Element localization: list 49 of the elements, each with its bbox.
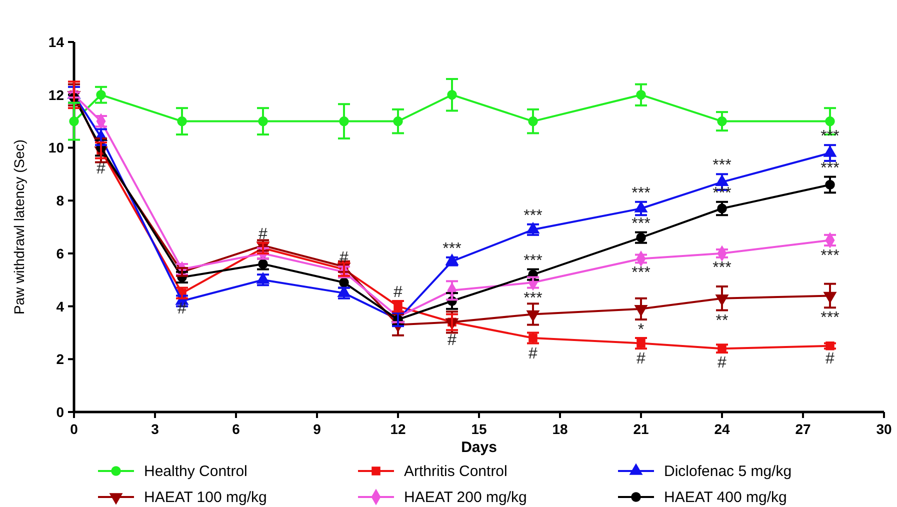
x-tick-label: 3 [151, 421, 160, 437]
legend-label: Healthy Control [144, 463, 248, 480]
x-tick-label: 30 [876, 421, 892, 437]
annotation: # [448, 332, 457, 350]
annotation: # [636, 350, 646, 368]
y-tick-label: 2 [56, 351, 64, 368]
annotation: *** [524, 252, 542, 270]
annotation: *** [712, 157, 732, 174]
annotation: *** [632, 215, 650, 232]
legend-label: HAEAT 200 mg/kg [404, 489, 527, 506]
x-tick-label: 21 [633, 421, 649, 437]
x-tick-label: 6 [232, 421, 240, 437]
y-tick-label: 10 [48, 140, 64, 156]
annotation: # [394, 284, 403, 301]
annotation: ** [716, 312, 728, 330]
x-tick-label: 12 [390, 421, 406, 437]
y-axis-title: Paw withdrawl latency (Sec) [11, 139, 27, 315]
x-tick-label: 0 [70, 421, 78, 437]
y-tick-label: 4 [56, 298, 64, 314]
y-tick-label: 6 [56, 245, 64, 262]
annotation: # [258, 226, 268, 243]
annotation: *** [712, 259, 732, 276]
annotation: *** [524, 207, 542, 224]
annotation: # [826, 350, 835, 368]
annotation: *** [442, 240, 462, 258]
x-tick-label: 18 [552, 421, 568, 437]
legend-label: Arthritis Control [404, 463, 508, 480]
annotation: * [638, 322, 644, 338]
annotation: *** [820, 248, 840, 264]
y-tick-label: 12 [48, 86, 64, 103]
x-tick-label: 24 [714, 421, 730, 437]
y-tick-label: 14 [48, 34, 64, 50]
x-axis-title: Days [461, 439, 497, 456]
annotation: # [96, 160, 106, 178]
annotation: *** [632, 184, 650, 202]
y-tick-label: 0 [56, 404, 64, 420]
annotation: *** [524, 290, 542, 307]
legend-label: HAEAT 400 mg/kg [664, 489, 787, 506]
annotation: # [718, 354, 727, 372]
annotation: # [528, 345, 538, 362]
legend-label: Diclofenac 5 mg/kg [664, 463, 792, 480]
annotation: *** [820, 310, 840, 327]
legend-label: HAEAT 100 mg/kg [144, 489, 267, 506]
annotation: *** [820, 160, 840, 177]
annotation: *** [632, 264, 650, 282]
x-tick-label: 9 [313, 421, 322, 437]
x-tick-label: 15 [471, 421, 487, 437]
y-tick-label: 8 [56, 192, 64, 209]
x-tick-label: 27 [795, 421, 811, 437]
